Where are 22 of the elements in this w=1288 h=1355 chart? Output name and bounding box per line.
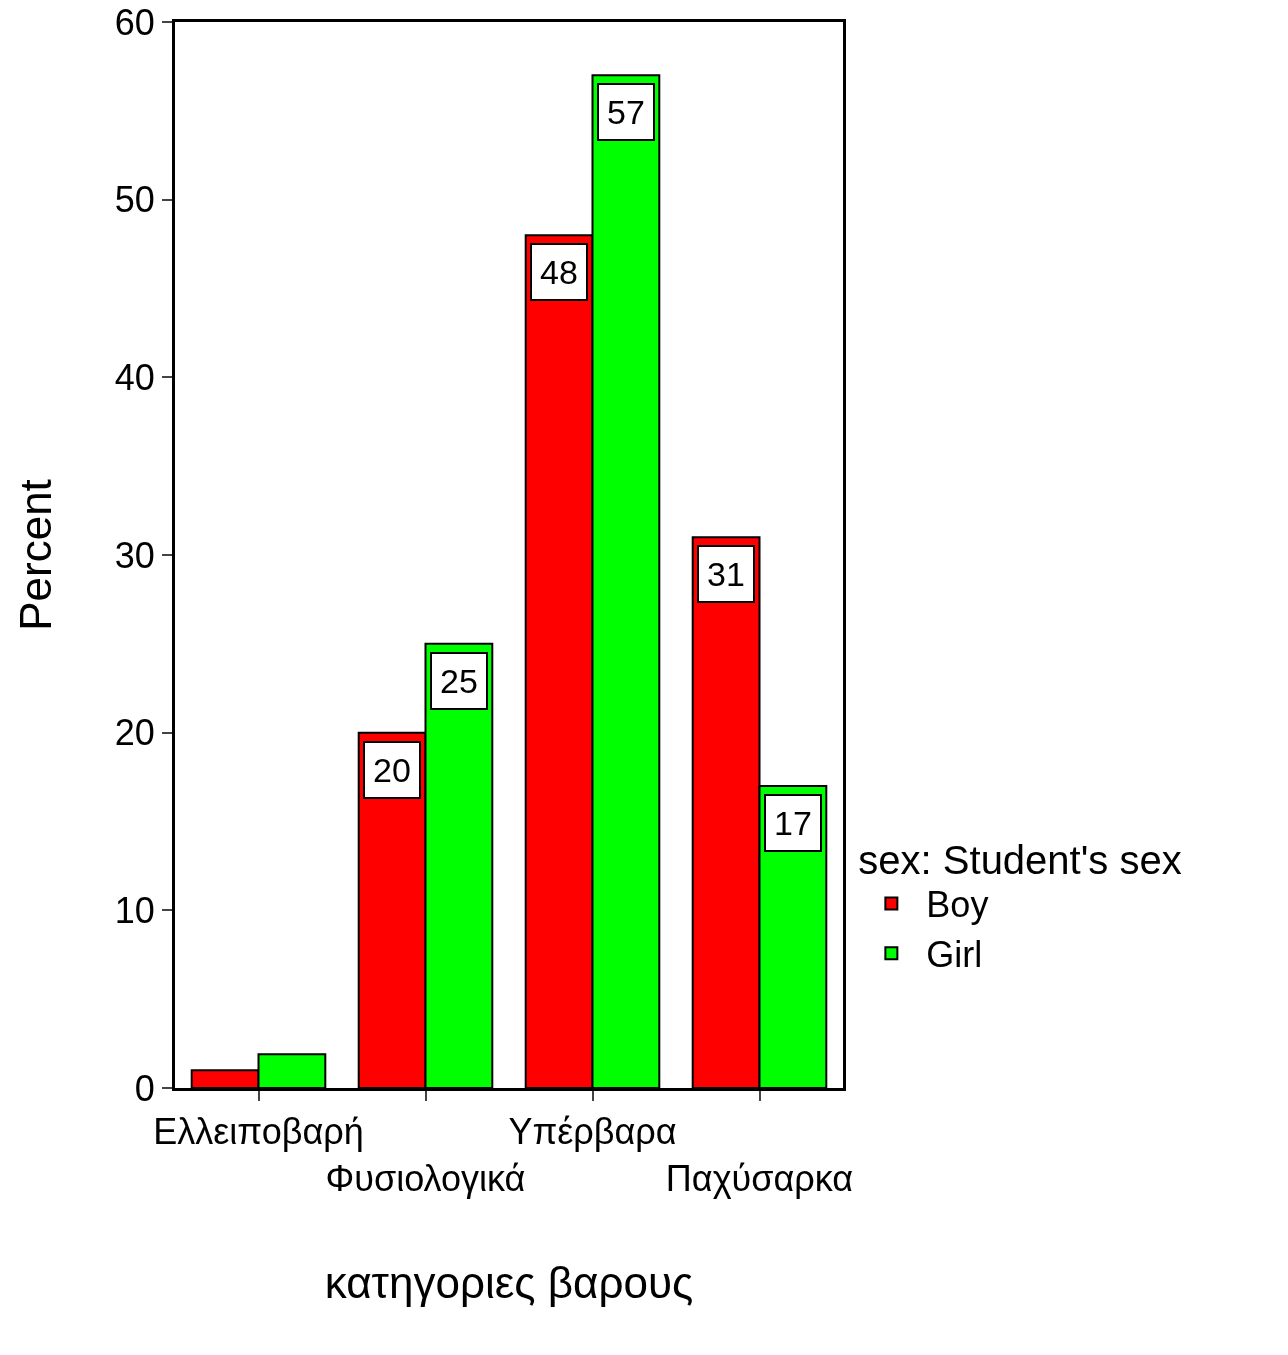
x-axis-title: κατηγοριες βαρους: [324, 1258, 694, 1308]
y-axis-title: Percent: [10, 479, 60, 631]
data-label: 57: [607, 93, 645, 131]
data-label: 48: [540, 253, 578, 291]
data-label: 20: [373, 751, 411, 789]
data-label: 25: [440, 662, 478, 700]
x-tick-label: Ελλειποβαρή: [153, 1111, 364, 1153]
y-tick-label: 10: [114, 889, 155, 931]
y-tick-label: 0: [134, 1067, 155, 1109]
data-label: 31: [707, 555, 745, 593]
legend-label: Girl: [926, 934, 983, 976]
legend-title: sex: Student's sex: [858, 837, 1182, 882]
x-tick-label: Παχύσαρκα: [665, 1158, 854, 1199]
x-tick-label: Υπέρβαρα: [508, 1111, 677, 1153]
y-tick-label: 40: [114, 356, 155, 398]
x-tick-label: Φυσιολογικά: [325, 1158, 526, 1199]
data-label: 17: [774, 804, 812, 842]
y-tick-label: 50: [114, 179, 155, 221]
legend-label: Boy: [926, 884, 989, 926]
y-tick-label: 30: [114, 534, 155, 576]
y-tick-label: 60: [114, 1, 155, 43]
y-tick-label: 20: [114, 712, 155, 754]
